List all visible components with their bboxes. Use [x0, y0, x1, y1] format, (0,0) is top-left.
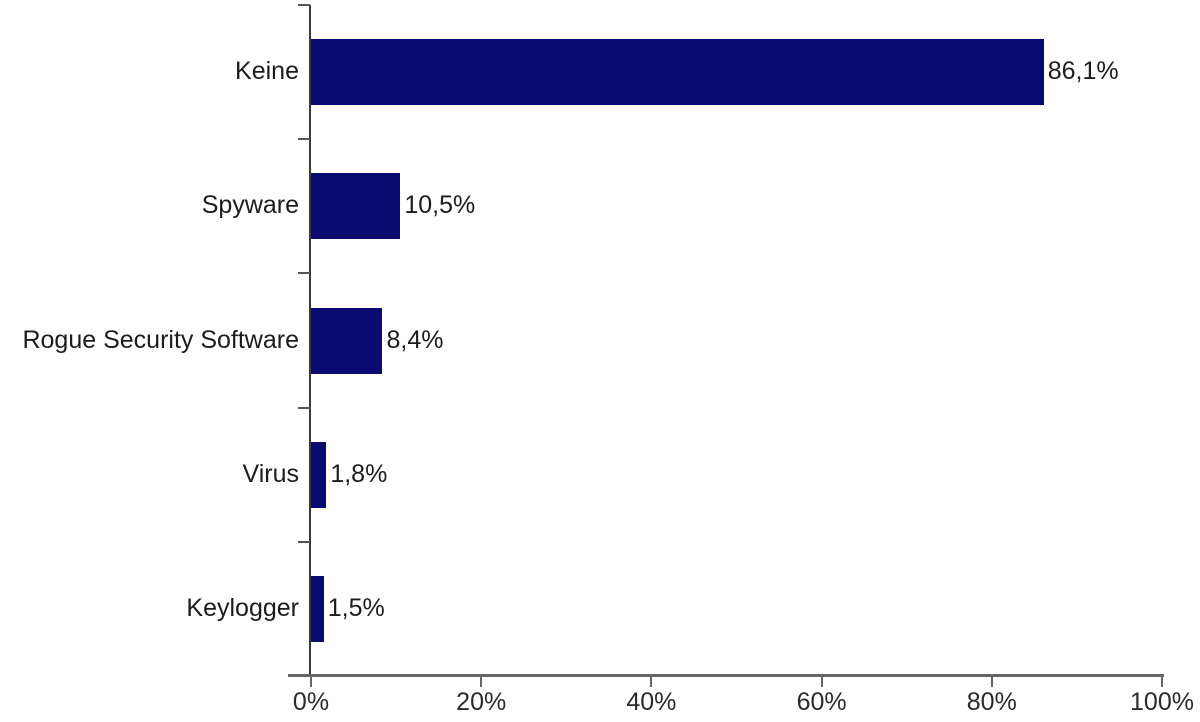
- x-axis-tick: [650, 677, 653, 687]
- x-axis-tick: [820, 677, 823, 687]
- x-axis-tick-label: 20%: [456, 688, 507, 716]
- x-axis-tick: [990, 677, 993, 687]
- y-axis-line: [309, 5, 311, 676]
- y-axis-boundary-tick: [298, 4, 310, 6]
- value-label: 1,5%: [327, 593, 385, 622]
- y-axis-boundary-tick: [298, 272, 310, 275]
- bar: [311, 307, 383, 374]
- value-label: 10,5%: [404, 191, 476, 220]
- x-axis-tick-label: 0%: [292, 688, 330, 716]
- x-axis-tick: [1161, 677, 1163, 687]
- category-label: Keylogger: [186, 593, 299, 622]
- category-label: Rogue Security Software: [22, 325, 299, 354]
- y-axis-boundary-tick: [298, 406, 310, 409]
- x-axis-tick: [310, 677, 312, 687]
- y-axis-boundary-tick: [298, 540, 310, 543]
- category-label: Keine: [235, 57, 299, 86]
- category-label: Spyware: [201, 191, 299, 220]
- x-axis-line: [288, 674, 1164, 677]
- value-label: 8,4%: [386, 325, 444, 354]
- value-label: 1,8%: [330, 459, 388, 488]
- x-axis-tick: [480, 677, 483, 687]
- x-axis-tick-label: 100%: [1130, 688, 1194, 716]
- bar: [311, 441, 327, 508]
- category-label: Virus: [242, 459, 299, 488]
- value-label: 86,1%: [1047, 57, 1119, 86]
- bar: [311, 575, 324, 642]
- bar: [311, 39, 1044, 106]
- x-axis-tick-label: 40%: [626, 688, 677, 716]
- x-axis-tick-label: 80%: [966, 688, 1017, 716]
- x-axis-tick-label: 60%: [796, 688, 847, 716]
- bar: [311, 173, 401, 240]
- y-axis-boundary-tick: [298, 138, 310, 141]
